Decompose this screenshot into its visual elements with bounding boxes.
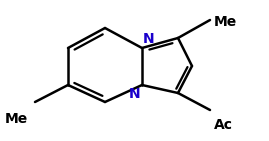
Text: N: N xyxy=(128,87,140,101)
Text: Ac: Ac xyxy=(214,118,233,132)
Text: Me: Me xyxy=(5,112,28,126)
Text: N: N xyxy=(143,32,155,46)
Text: Me: Me xyxy=(214,15,237,29)
